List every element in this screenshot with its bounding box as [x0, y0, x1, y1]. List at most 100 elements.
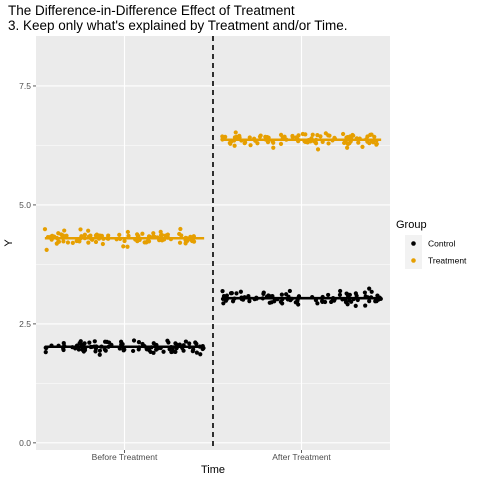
point-treatment-before-treatment	[61, 239, 66, 244]
point-control-before-treatment	[198, 352, 203, 357]
point-control-before-treatment	[136, 340, 142, 345]
point-control-after-treatment	[363, 303, 368, 308]
point-control-after-treatment	[337, 292, 343, 297]
point-treatment-before-treatment	[94, 232, 99, 237]
point-treatment-after-treatment	[371, 140, 376, 145]
point-treatment-after-treatment	[271, 145, 276, 150]
point-control-after-treatment	[267, 300, 272, 305]
point-control-before-treatment	[187, 341, 192, 346]
point-treatment-after-treatment	[345, 145, 350, 150]
point-control-before-treatment	[102, 339, 108, 344]
point-treatment-before-treatment	[158, 229, 163, 234]
point-treatment-after-treatment	[374, 142, 379, 147]
legend-label-control: Control	[428, 239, 456, 249]
point-treatment-before-treatment	[42, 227, 48, 232]
mean-lines	[44, 138, 382, 349]
point-control-before-treatment	[167, 347, 172, 352]
point-control-before-treatment	[78, 339, 83, 344]
point-control-before-treatment	[131, 338, 137, 343]
point-control-before-treatment	[131, 348, 136, 354]
point-control-before-treatment	[190, 349, 195, 354]
point-treatment-before-treatment	[163, 233, 168, 238]
point-treatment-before-treatment	[64, 233, 69, 238]
point-treatment-after-treatment	[303, 132, 308, 137]
point-control-after-treatment	[369, 289, 374, 294]
point-treatment-before-treatment	[140, 231, 145, 236]
point-control-before-treatment	[87, 340, 92, 345]
point-control-after-treatment	[229, 291, 234, 296]
point-control-after-treatment	[320, 299, 325, 304]
point-treatment-after-treatment	[342, 140, 347, 146]
legend-label-treatment: Treatment	[428, 256, 467, 266]
point-control-before-treatment	[43, 350, 48, 355]
legend: Group Control Treatment	[396, 219, 467, 269]
point-treatment-after-treatment	[315, 147, 321, 152]
point-control-before-treatment	[102, 347, 107, 352]
point-treatment-before-treatment	[86, 240, 91, 245]
point-treatment-before-treatment	[125, 244, 130, 249]
x-axis: Before Treatment After Treatment	[92, 450, 331, 462]
point-control-before-treatment	[151, 350, 156, 355]
legend-key-treatment	[411, 258, 416, 263]
point-control-after-treatment	[234, 291, 239, 296]
point-treatment-before-treatment	[179, 233, 184, 238]
point-treatment-after-treatment	[326, 141, 331, 146]
point-treatment-before-treatment	[75, 238, 80, 243]
point-treatment-before-treatment	[125, 229, 130, 235]
point-control-after-treatment	[296, 302, 301, 307]
x-tick-label: After Treatment	[272, 452, 331, 462]
point-treatment-after-treatment	[327, 133, 332, 138]
point-control-before-treatment	[183, 339, 188, 344]
point-treatment-before-treatment	[78, 227, 83, 232]
point-treatment-after-treatment	[323, 131, 328, 136]
point-treatment-after-treatment	[310, 132, 315, 137]
y-axis: 0.0 2.5 5.0 7.5	[19, 81, 36, 448]
x-axis-title: Time	[201, 464, 225, 476]
point-treatment-after-treatment	[290, 134, 295, 139]
point-control-after-treatment	[272, 299, 277, 304]
point-treatment-after-treatment	[242, 141, 247, 146]
point-control-before-treatment	[122, 347, 127, 352]
point-treatment-after-treatment	[278, 132, 284, 137]
point-treatment-before-treatment	[135, 232, 140, 237]
point-treatment-after-treatment	[258, 133, 263, 138]
y-tick-label: 7.5	[19, 81, 31, 91]
point-control-after-treatment	[220, 289, 225, 294]
point-treatment-before-treatment	[62, 228, 67, 233]
point-control-after-treatment	[349, 299, 354, 304]
point-control-before-treatment	[61, 347, 66, 353]
y-tick-label: 2.5	[19, 319, 31, 329]
point-control-before-treatment	[80, 347, 85, 352]
point-treatment-before-treatment	[70, 240, 75, 245]
point-treatment-before-treatment	[82, 232, 88, 237]
point-control-after-treatment	[224, 293, 229, 298]
point-treatment-after-treatment	[223, 134, 228, 139]
point-treatment-after-treatment	[232, 143, 237, 148]
point-treatment-after-treatment	[360, 144, 365, 149]
point-treatment-before-treatment	[145, 239, 150, 244]
point-control-after-treatment	[221, 301, 226, 306]
point-treatment-before-treatment	[126, 233, 131, 238]
point-treatment-after-treatment	[248, 143, 253, 148]
point-control-after-treatment	[278, 299, 283, 304]
point-control-before-treatment	[119, 339, 124, 344]
point-control-after-treatment	[345, 302, 350, 307]
point-treatment-before-treatment	[117, 232, 122, 237]
point-control-before-treatment	[170, 349, 175, 354]
point-control-after-treatment	[362, 290, 367, 295]
point-control-after-treatment	[353, 303, 358, 308]
legend-title: Group	[396, 219, 427, 231]
point-treatment-before-treatment	[65, 240, 71, 245]
point-control-after-treatment	[338, 288, 343, 294]
point-treatment-after-treatment	[347, 134, 353, 139]
point-treatment-before-treatment	[151, 231, 156, 236]
point-treatment-before-treatment	[121, 244, 126, 249]
point-control-after-treatment	[367, 299, 372, 304]
point-treatment-before-treatment	[93, 239, 99, 245]
point-control-after-treatment	[287, 288, 292, 294]
x-tick-label: Before Treatment	[92, 452, 158, 462]
point-control-before-treatment	[97, 348, 103, 353]
point-treatment-before-treatment	[158, 233, 164, 238]
point-treatment-before-treatment	[100, 241, 105, 247]
